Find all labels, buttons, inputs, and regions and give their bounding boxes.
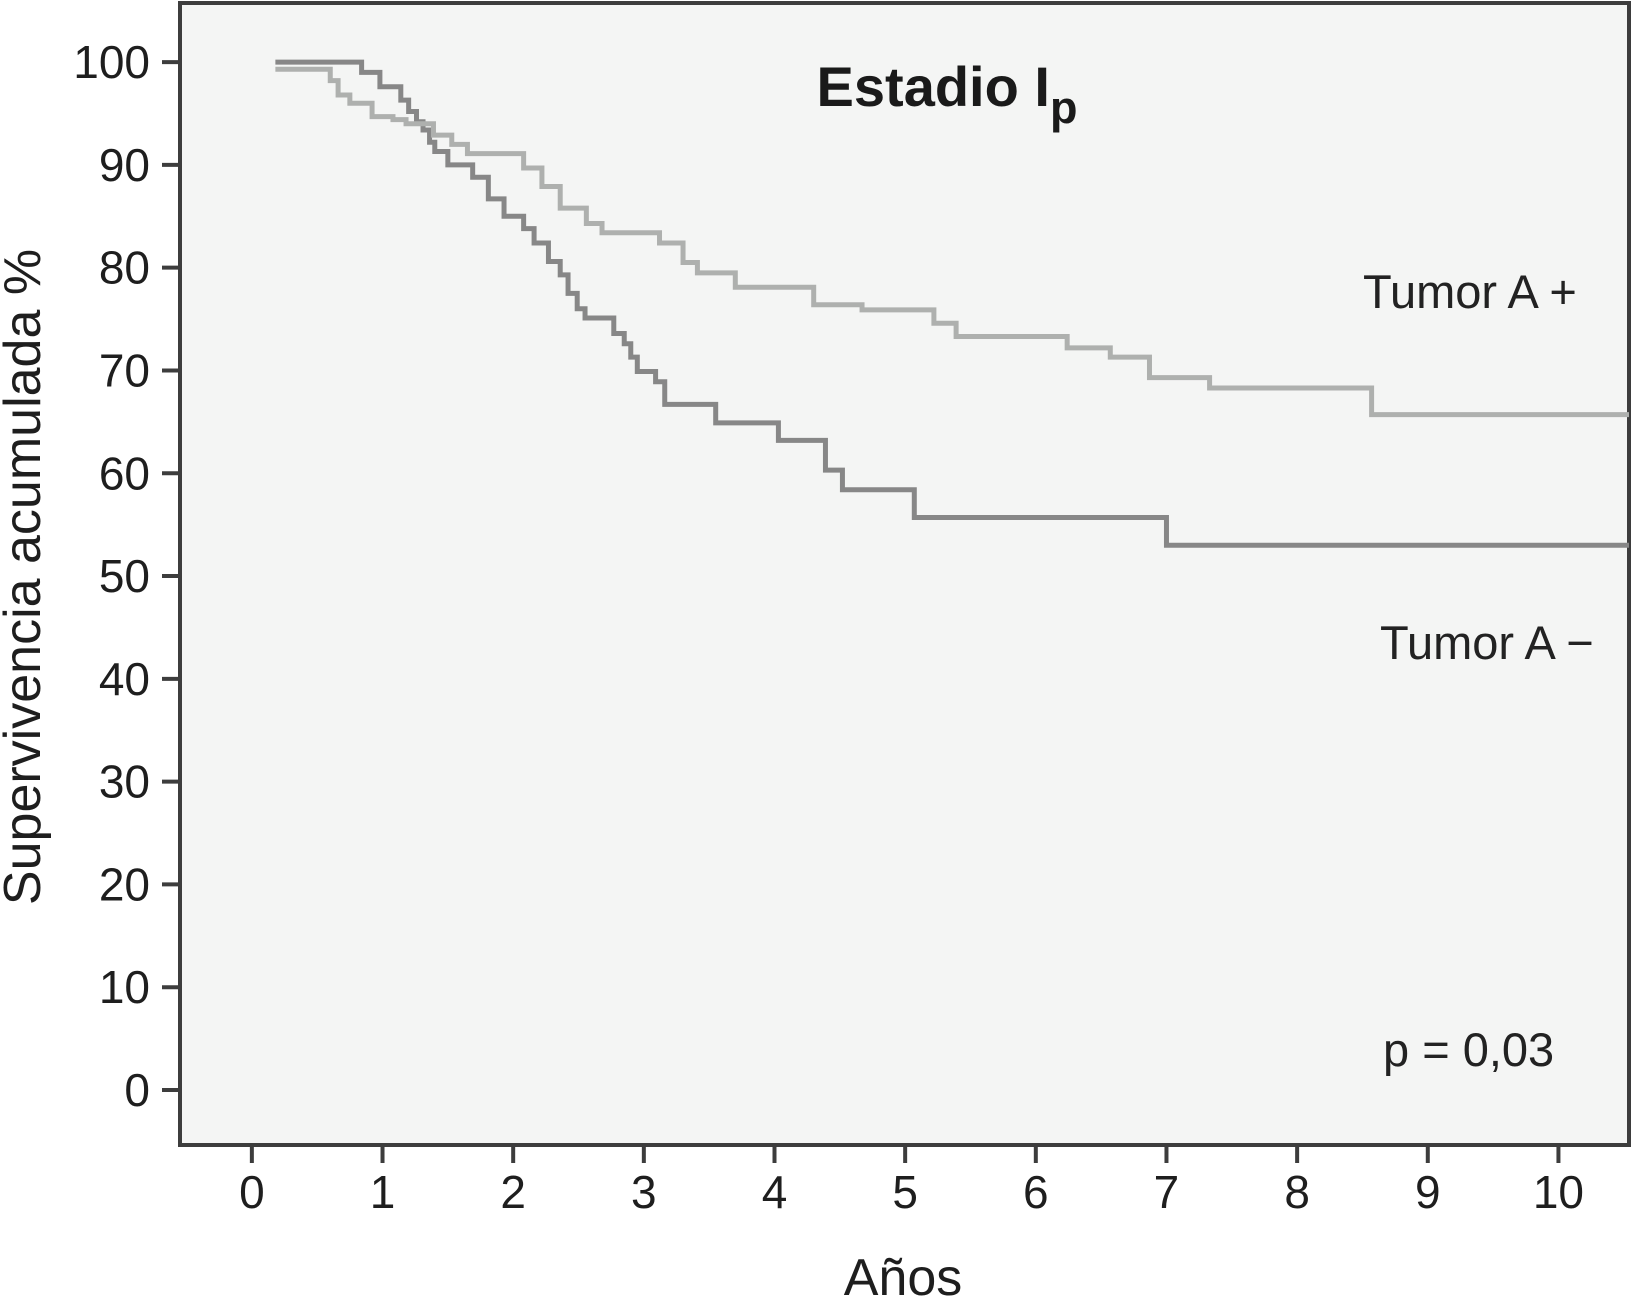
plot-area [178, 1, 1631, 1147]
y-tick-label: 60 [99, 447, 150, 499]
y-tick-label: 50 [99, 550, 150, 602]
y-axis-title: Supervivencia acumulada % [0, 249, 52, 905]
y-tick-label: 90 [99, 139, 150, 191]
y-tick-label: 100 [73, 36, 150, 88]
p-value-label: p = 0,03 [1383, 1023, 1554, 1076]
x-tick-label: 10 [1533, 1166, 1584, 1218]
y-tick-label: 40 [99, 653, 150, 705]
x-tick-label: 1 [370, 1166, 396, 1218]
y-tick-label: 20 [99, 858, 150, 910]
x-tick-label: 0 [239, 1166, 265, 1218]
x-tick-label: 3 [631, 1166, 657, 1218]
y-tick-label: 10 [99, 961, 150, 1013]
chart-title-subscript: p [1050, 82, 1078, 133]
x-tick-label: 4 [762, 1166, 788, 1218]
curve-tumor-a [275, 66, 1629, 418]
y-tick-label: 0 [124, 1064, 150, 1116]
y-tick-label: 70 [99, 344, 150, 396]
x-tick-label: 8 [1284, 1166, 1310, 1218]
x-tick-label: 2 [500, 1166, 526, 1218]
y-tick-label: 80 [99, 242, 150, 294]
series-label-tumor-a-minus: Tumor A − [1380, 616, 1594, 669]
series-label-tumor-a-plus: Tumor A + [1363, 265, 1577, 318]
curves-layer [275, 59, 1629, 548]
x-axis-title: Años [844, 1249, 963, 1307]
x-tick-label: 6 [1023, 1166, 1049, 1218]
x-tick-label: 5 [892, 1166, 918, 1218]
y-tick-label: 30 [99, 756, 150, 808]
x-tick-label: 7 [1154, 1166, 1180, 1218]
x-tick-label: 9 [1415, 1166, 1441, 1218]
